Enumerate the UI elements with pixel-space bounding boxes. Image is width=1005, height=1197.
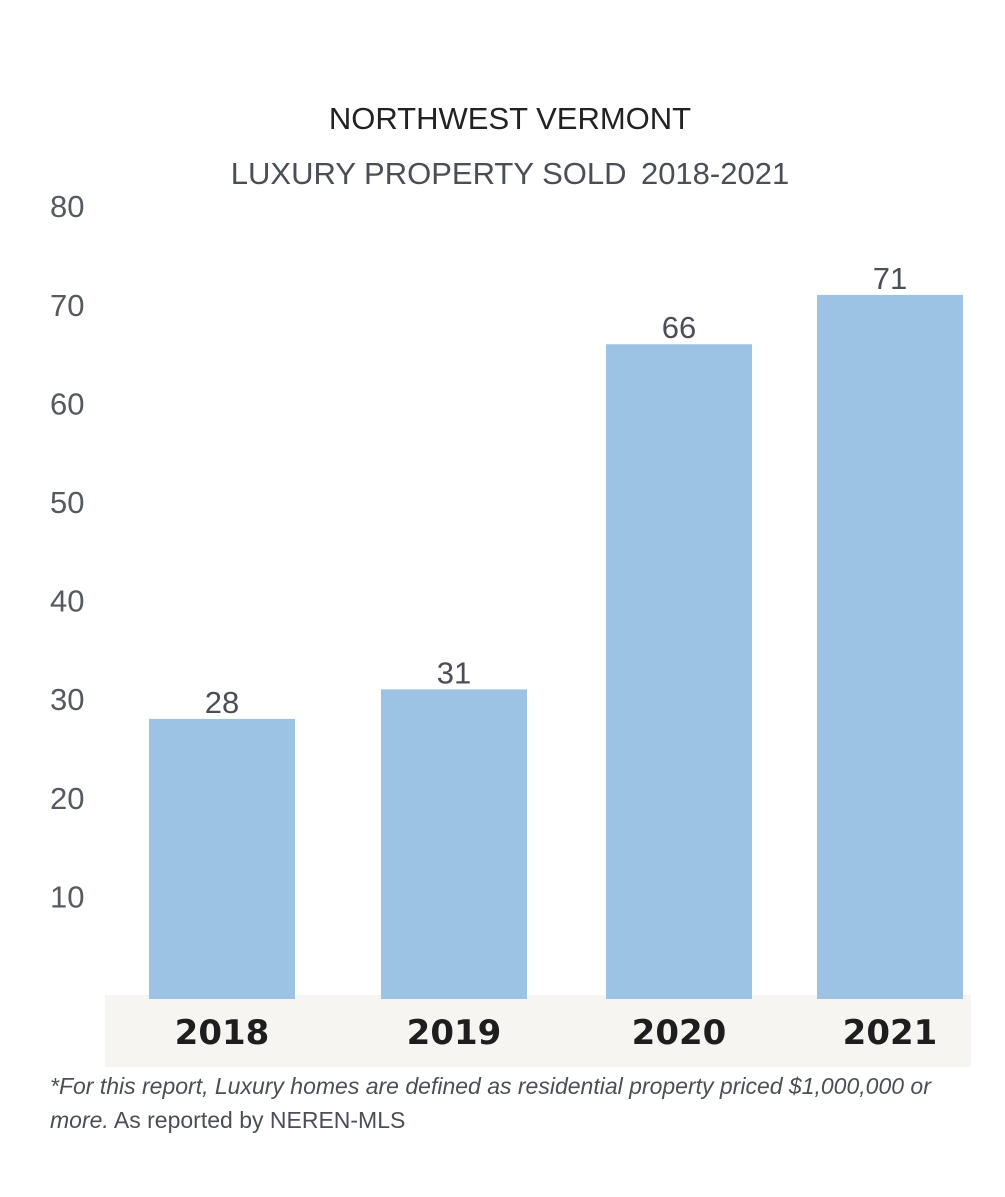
y-axis: 10 20 30 40 50 60 70 80 — [50, 189, 84, 914]
footnote-definition: *For this report, Luxury homes are defin… — [50, 1073, 931, 1133]
x-tick-label-2019: 2019 — [407, 1013, 502, 1053]
x-tick-label-2021: 2021 — [843, 1013, 938, 1053]
y-tick-label: 20 — [50, 781, 84, 816]
bar-2018 — [149, 718, 295, 999]
data-labels-group: 28 31 66 71 — [205, 261, 907, 720]
x-axis-band — [105, 995, 971, 1067]
chart-subtitle-years: 2018-2021 — [641, 156, 789, 191]
data-label-2019: 31 — [437, 655, 471, 690]
data-label-2018: 28 — [205, 685, 239, 720]
data-label-2021: 71 — [873, 261, 907, 296]
y-tick-label: 40 — [50, 584, 84, 619]
y-tick-label: 50 — [50, 485, 84, 520]
data-label-2020: 66 — [662, 310, 696, 345]
bars-group — [149, 294, 963, 999]
x-tick-label-2018: 2018 — [175, 1013, 270, 1053]
y-tick-label: 80 — [50, 189, 84, 224]
x-tick-label-2020: 2020 — [632, 1013, 727, 1053]
chart-subtitle-main: LUXURY PROPERTY SOLD — [231, 156, 627, 191]
y-tick-label: 70 — [50, 288, 84, 323]
y-tick-label: 30 — [50, 682, 84, 717]
bar-2020 — [606, 344, 752, 999]
bar-2019 — [381, 689, 527, 999]
footnote: *For this report, Luxury homes are defin… — [50, 1069, 980, 1137]
chart-subtitle: LUXURY PROPERTY SOLD 2018-2021 — [231, 156, 789, 191]
y-tick-label: 10 — [50, 879, 84, 914]
y-tick-label: 60 — [50, 386, 84, 421]
chart-title: NORTHWEST VERMONT — [329, 101, 691, 136]
x-axis: 2018 2019 2020 2021 — [175, 1013, 938, 1053]
footnote-source: As reported by NEREN-MLS — [113, 1107, 406, 1133]
bar-2021 — [817, 294, 963, 999]
